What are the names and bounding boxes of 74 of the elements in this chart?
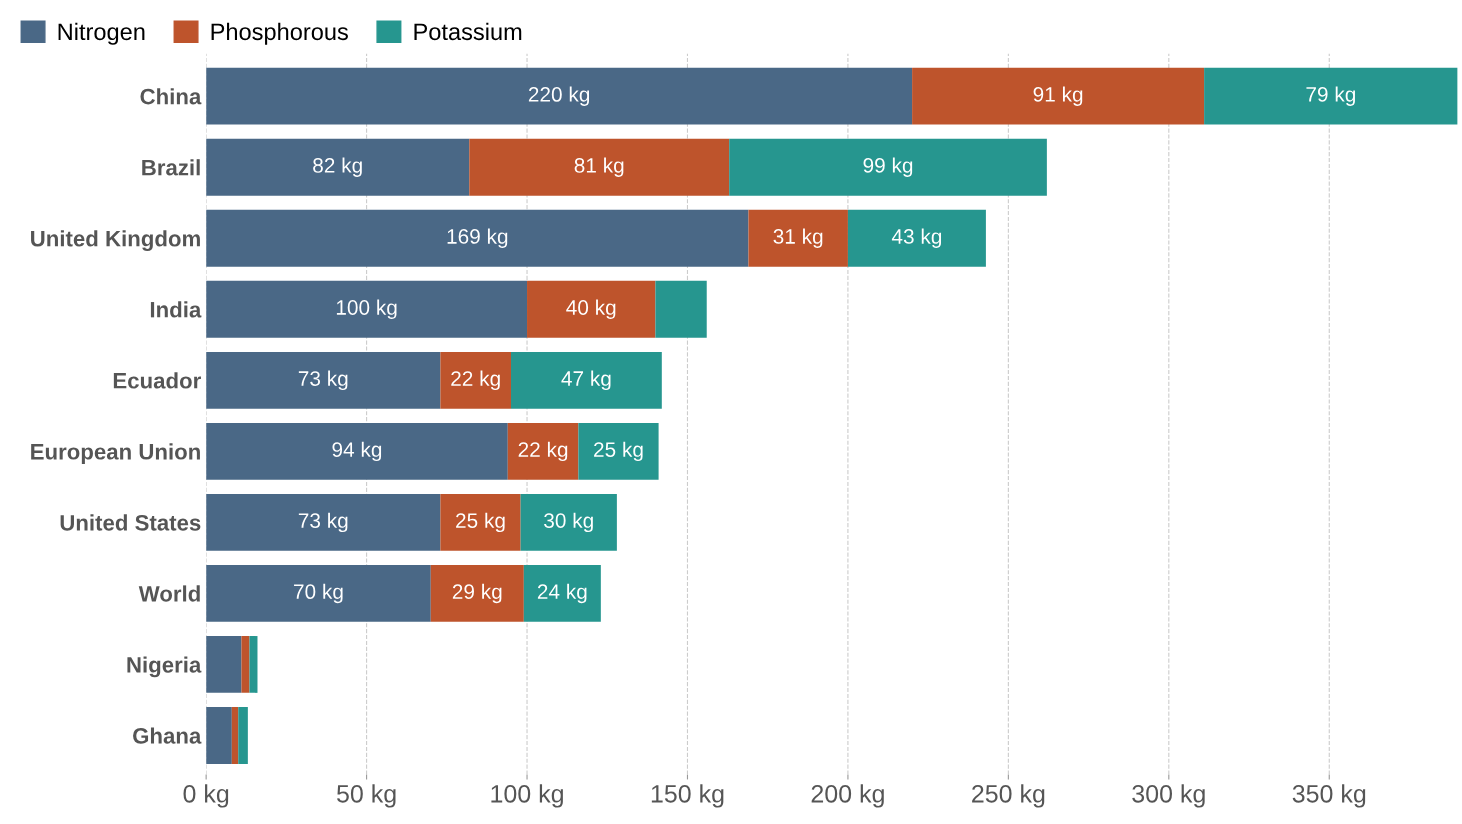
x-tick-label: 250 kg <box>972 784 1045 808</box>
legend-label: Nitrogen <box>58 22 145 45</box>
bar <box>206 636 242 693</box>
bar <box>912 67 1205 125</box>
data-label: 220 kg <box>528 86 590 106</box>
x-tick-label: 0 kg <box>183 784 229 808</box>
data-label: 73 kg <box>298 370 348 391</box>
data-label: 25 kg <box>594 441 643 462</box>
bar <box>206 280 528 338</box>
bar <box>1204 67 1458 125</box>
y-tick-label: United Kingdom <box>31 230 200 252</box>
data-label: 169 kg <box>447 228 508 248</box>
data-label: 79 kg <box>1306 86 1355 106</box>
bar <box>847 209 986 267</box>
data-label: 94 kg <box>332 441 382 462</box>
y-tick-label: Brazil <box>142 159 200 176</box>
bar <box>440 351 511 409</box>
bar <box>206 422 508 480</box>
bar <box>729 138 1047 196</box>
y-tick-label: United States <box>60 514 201 531</box>
x-tick-label: 200 kg <box>811 784 884 808</box>
bar <box>527 280 656 338</box>
legend-label: Phosphorous <box>211 22 348 45</box>
data-label: 100 kg <box>336 299 397 319</box>
data-label: 30 kg <box>544 512 593 533</box>
bar <box>231 707 239 764</box>
data-label: 43 kg <box>891 228 942 248</box>
x-tick-label: 50 kg <box>337 784 396 808</box>
data-label: 40 kg <box>566 299 616 319</box>
bar <box>206 67 913 125</box>
data-label: 29 kg <box>452 583 502 604</box>
y-tick-label: European Union <box>31 443 200 465</box>
x-tick-label: 100 kg <box>491 784 563 808</box>
data-label: 31 kg <box>773 228 823 248</box>
bar <box>520 493 617 551</box>
data-label: 22 kg <box>451 370 500 391</box>
x-tick-label: 150 kg <box>651 784 724 808</box>
bar <box>206 565 431 622</box>
bar <box>655 280 707 338</box>
bar <box>507 422 579 480</box>
data-label: 70 kg <box>294 583 343 604</box>
y-tick-label: Ecuador <box>113 372 201 389</box>
data-label: 25 kg <box>456 512 505 533</box>
bar <box>206 351 441 409</box>
bar <box>430 565 524 622</box>
y-tick-label: Ghana <box>133 727 202 744</box>
y-tick-label: Nigeria <box>127 656 202 678</box>
bar <box>206 209 749 267</box>
bar <box>469 138 730 196</box>
bar <box>510 351 662 409</box>
bar <box>238 707 248 764</box>
bar <box>578 422 659 480</box>
data-label: 99 kg <box>863 157 913 177</box>
data-label: 22 kg <box>518 441 568 462</box>
data-label: 24 kg <box>537 583 587 604</box>
bar <box>249 636 258 693</box>
bar <box>440 493 521 551</box>
x-tick-label: 300 kg <box>1132 784 1205 808</box>
bar <box>523 565 601 622</box>
bar <box>206 493 441 551</box>
y-tick-label: World <box>138 585 200 602</box>
bar <box>206 707 232 764</box>
bar <box>241 636 250 693</box>
data-label: 47 kg <box>561 370 611 391</box>
bar <box>206 138 470 196</box>
x-tick-label: 350 kg <box>1292 784 1366 808</box>
bar <box>748 209 848 267</box>
data-label: 73 kg <box>298 512 348 533</box>
data-label: 91 kg <box>1033 86 1083 106</box>
data-label: 81 kg <box>574 157 624 177</box>
legend-label: Potassium <box>414 22 522 41</box>
y-tick-label: China <box>140 88 202 105</box>
data-label: 82 kg <box>313 157 362 177</box>
y-tick-label: India <box>150 301 202 318</box>
